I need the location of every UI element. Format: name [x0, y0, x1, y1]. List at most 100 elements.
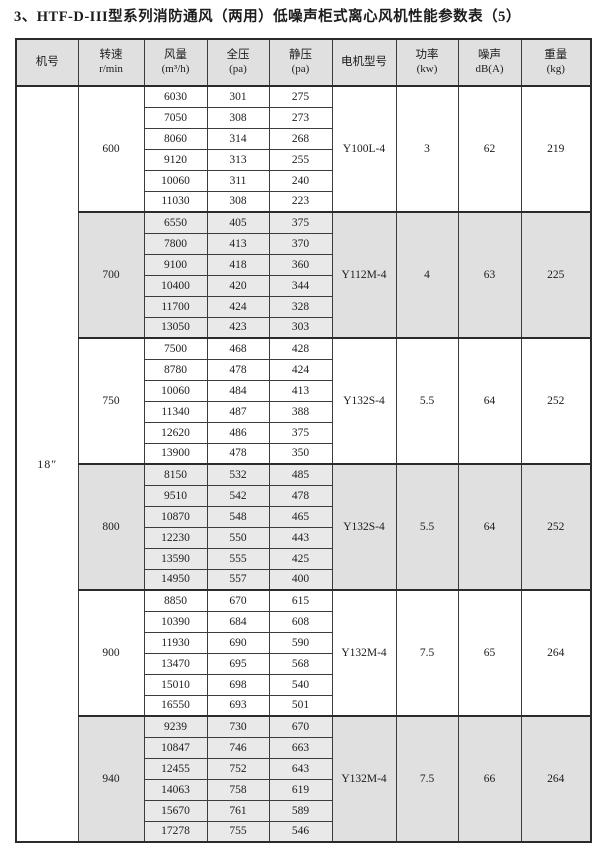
static-pressure-cell: 608 [268, 610, 333, 633]
airflow-cell: 10060 [143, 169, 208, 192]
airflow-cell: 8150 [143, 463, 208, 486]
total-pressure-cell: 314 [206, 127, 270, 150]
power-cell: 4 [395, 211, 459, 339]
header-label: 功率 [415, 48, 439, 61]
total-pressure-cell: 484 [206, 379, 270, 402]
airflow-cell: 13050 [143, 316, 208, 339]
table-row: 9100 418 360 [16, 253, 591, 276]
airflow-cell: 11930 [143, 631, 208, 654]
table-row: 10870 548 465 [16, 505, 591, 528]
page-title: 3、HTF-D-III型系列消防通风（两用）低噪声柜式离心风机性能参数表（5） [14, 9, 521, 25]
static-pressure-cell: 375 [268, 421, 333, 444]
total-pressure-cell: 730 [206, 715, 270, 738]
airflow-cell: 7500 [143, 337, 208, 360]
total-pressure-cell: 486 [206, 421, 270, 444]
header-motor-model: 电机型号 [331, 38, 397, 87]
table-row: 800 8150 532 485 Y132S-4 5.5 64 252 [16, 463, 592, 591]
table-row: 11030 308 223 [16, 190, 591, 213]
airflow-cell: 17278 [143, 820, 208, 843]
airflow-cell: 16550 [143, 694, 208, 717]
airflow-cell: 10400 [143, 274, 208, 297]
table-row: 11930 690 590 [16, 631, 591, 654]
static-pressure-cell: 223 [268, 190, 333, 213]
power-cell: 7.5 [395, 715, 459, 843]
static-pressure-cell: 273 [268, 106, 333, 129]
airflow-cell: 14063 [143, 778, 208, 801]
static-pressure-cell: 428 [268, 337, 333, 360]
static-pressure-cell: 344 [268, 274, 333, 297]
table-row: 8060 314 268 [16, 127, 591, 150]
table-row: 12620 486 375 [16, 421, 591, 444]
total-pressure-cell: 308 [206, 190, 270, 213]
airflow-cell: 11030 [143, 190, 208, 213]
static-pressure-cell: 255 [268, 148, 333, 171]
power-cell: 5.5 [395, 337, 459, 465]
airflow-cell: 8850 [143, 589, 208, 612]
static-pressure-cell: 400 [268, 568, 333, 591]
table-row: 10847 746 663 [16, 736, 591, 759]
static-pressure-cell: 425 [268, 547, 333, 570]
static-pressure-cell: 590 [268, 631, 333, 654]
header-unit: dB(A) [475, 63, 504, 76]
airflow-cell: 10870 [143, 505, 208, 528]
total-pressure-cell: 423 [206, 316, 270, 339]
static-pressure-cell: 375 [268, 211, 333, 234]
table-row: 900 8850 670 615 Y132M-4 7.5 65 264 [16, 589, 592, 717]
table-row: 12230 550 443 [16, 526, 591, 549]
airflow-cell: 6550 [143, 211, 208, 234]
total-pressure-cell: 693 [206, 694, 270, 717]
static-pressure-cell: 485 [268, 463, 333, 486]
speed-cell: 600 [77, 85, 145, 213]
table-row: 8780 478 424 [16, 358, 591, 381]
power-cell: 3 [395, 85, 459, 213]
static-pressure-cell: 370 [268, 232, 333, 255]
static-pressure-cell: 443 [268, 526, 333, 549]
total-pressure-cell: 308 [206, 106, 270, 129]
speed-cell: 900 [77, 589, 145, 717]
table-row: 12455 752 643 [16, 757, 591, 780]
static-pressure-cell: 643 [268, 757, 333, 780]
weight-cell: 252 [520, 337, 592, 465]
static-pressure-cell: 540 [268, 673, 333, 696]
motor-model-cell: Y100L-4 [331, 85, 397, 213]
total-pressure-cell: 313 [206, 148, 270, 171]
motor-model-cell: Y132S-4 [331, 463, 397, 591]
static-pressure-cell: 663 [268, 736, 333, 759]
total-pressure-cell: 420 [206, 274, 270, 297]
total-pressure-cell: 532 [206, 463, 270, 486]
noise-cell: 63 [457, 211, 522, 339]
header-unit: (m³/h) [161, 63, 190, 76]
total-pressure-cell: 468 [206, 337, 270, 360]
table-row: 10060 484 413 [16, 379, 591, 402]
power-cell: 7.5 [395, 589, 459, 717]
static-pressure-cell: 303 [268, 316, 333, 339]
header-unit: (kg) [546, 63, 565, 76]
header-machine-no: 机号 [15, 38, 79, 87]
total-pressure-cell: 752 [206, 757, 270, 780]
total-pressure-cell: 670 [206, 589, 270, 612]
total-pressure-cell: 413 [206, 232, 270, 255]
table-row: 13900 478 350 [16, 442, 591, 465]
header-label: 噪声 [478, 48, 501, 61]
static-pressure-cell: 478 [268, 484, 333, 507]
header-total-pressure: 全压 (pa) [206, 38, 270, 87]
total-pressure-cell: 478 [206, 442, 270, 465]
motor-model-cell: Y132S-4 [331, 337, 397, 465]
noise-cell: 64 [457, 463, 522, 591]
table-body: 18″ 600 6030 301 275 Y100L-4 3 62 219 7050 308 273 8… [15, 85, 592, 843]
total-pressure-cell: 418 [206, 253, 270, 276]
total-pressure-cell: 695 [206, 652, 270, 675]
total-pressure-cell: 690 [206, 631, 270, 654]
noise-cell: 62 [457, 85, 522, 213]
total-pressure-cell: 301 [206, 85, 270, 108]
static-pressure-cell: 589 [268, 799, 333, 822]
static-pressure-cell: 388 [268, 400, 333, 423]
header-unit: (kw) [416, 63, 438, 76]
header-unit: (pa) [229, 63, 247, 76]
airflow-cell: 10060 [143, 379, 208, 402]
noise-cell: 66 [457, 715, 522, 843]
noise-cell: 65 [457, 589, 522, 717]
static-pressure-cell: 424 [268, 358, 333, 381]
machine-no-cell: 18″ [15, 85, 79, 843]
table-row: 17278 755 546 [16, 820, 591, 843]
